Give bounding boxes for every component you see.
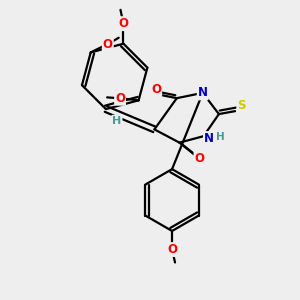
Text: O: O [194,152,205,165]
Text: O: O [167,243,177,256]
Text: N: N [198,86,208,99]
Text: O: O [115,92,125,105]
Text: O: O [118,17,128,30]
Text: S: S [237,99,246,112]
Text: H: H [216,132,225,142]
Text: O: O [151,83,161,96]
Text: O: O [103,38,113,51]
Text: H: H [112,116,122,126]
Text: N: N [204,132,214,145]
